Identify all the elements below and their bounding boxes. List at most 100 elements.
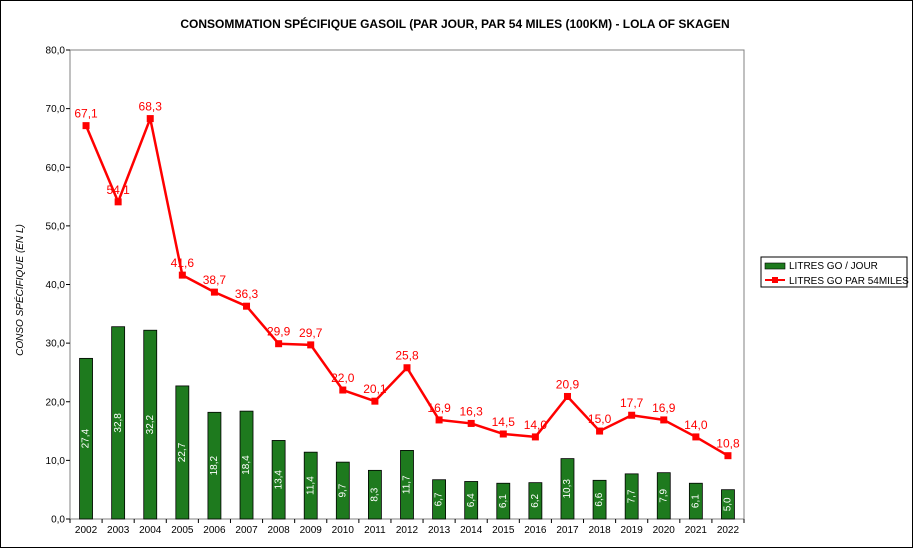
x-tick-label: 2008 <box>267 525 290 536</box>
line-label: 38,7 <box>203 273 227 287</box>
x-tick-label: 2017 <box>556 525 579 536</box>
legend-swatch-bar <box>764 262 786 270</box>
bar-label: 13,4 <box>273 470 284 490</box>
line-label: 36,3 <box>235 287 259 301</box>
bar <box>175 385 190 520</box>
bar <box>656 472 671 520</box>
line-point <box>435 416 443 424</box>
y-tick-label: 20,0 <box>46 397 66 408</box>
x-tick-label: 2004 <box>139 525 162 536</box>
line-label: 25,8 <box>395 349 419 363</box>
x-tick-label: 2011 <box>364 525 386 536</box>
line-point <box>628 411 636 419</box>
x-tick-label: 2012 <box>396 525 419 536</box>
bar <box>111 326 126 520</box>
line-point <box>467 419 475 427</box>
bar <box>207 411 222 520</box>
line-point <box>307 341 315 349</box>
x-tick-label: 2005 <box>171 525 194 536</box>
line-label: 16,9 <box>427 401 451 415</box>
line-label: 54,1 <box>106 183 130 197</box>
bar-label: 5,0 <box>723 497 734 511</box>
line-point <box>82 122 90 130</box>
line-label: 29,7 <box>299 326 323 340</box>
bar-label: 6,2 <box>530 493 541 507</box>
bar-label: 11,4 <box>305 476 316 495</box>
bar-label: 10,3 <box>562 479 573 499</box>
line-series: 67,1 54,1 68,3 41,6 38,7 36,3 29,9 29,7 22,0 20,1… <box>74 100 740 460</box>
bar-label: 32,2 <box>145 414 156 434</box>
bar <box>560 458 575 520</box>
legend-swatch-marker <box>772 277 778 283</box>
bar <box>528 482 543 520</box>
line-label: 22,0 <box>331 371 355 385</box>
bar <box>368 469 382 520</box>
line-point <box>724 452 732 460</box>
x-axis: 2002 2003 2004 2005 2006 2007 2008 2009 2010 2011… <box>69 519 745 536</box>
line-label: 10,8 <box>716 437 740 451</box>
plot-area <box>69 49 745 520</box>
bar <box>624 473 639 520</box>
line-point <box>403 364 411 372</box>
line-label: 20,1 <box>363 382 387 396</box>
bar <box>432 479 446 520</box>
x-tick-label: 2010 <box>332 525 355 536</box>
line-label: 14,0 <box>524 418 548 432</box>
bar-label: 6,7 <box>434 492 445 506</box>
bar-label: 8,3 <box>370 487 381 501</box>
line-point <box>660 416 668 424</box>
line-point <box>114 198 122 206</box>
x-tick-label: 2002 <box>75 525 98 536</box>
bar-label: 18,4 <box>241 455 252 475</box>
x-tick-label: 2016 <box>524 525 547 536</box>
bar <box>496 482 511 520</box>
line-point <box>178 271 186 279</box>
y-axis: 0,0 10,0 20,0 30,0 40,0 50,0 60,0 70,0 80,0 <box>46 46 70 526</box>
line-point <box>146 115 154 123</box>
bar-label: 7,7 <box>626 489 637 503</box>
line-point <box>339 386 347 394</box>
y-tick-label: 70,0 <box>46 104 66 115</box>
y-tick-label: 60,0 <box>46 163 66 174</box>
bar-label: 6,1 <box>498 494 509 508</box>
y-tick-label: 80,0 <box>46 46 66 57</box>
x-tick-label: 2003 <box>107 525 130 536</box>
line-point <box>243 302 251 310</box>
line-point <box>692 433 700 441</box>
line-label: 67,1 <box>74 107 98 121</box>
bar-label: 32,8 <box>113 413 124 433</box>
bar <box>721 489 735 520</box>
line-label: 41,6 <box>171 256 195 270</box>
x-tick-label: 2006 <box>203 525 226 536</box>
bar-series: 27,4 32,8 32,2 22,7 18,2 18,4 13,4 11,4 9,7 8,3 11… <box>79 326 735 520</box>
bar <box>592 479 607 520</box>
x-tick-label: 2009 <box>300 525 323 536</box>
x-tick-label: 2007 <box>235 525 258 536</box>
line-label: 16,3 <box>460 404 484 418</box>
x-tick-label: 2020 <box>653 525 676 536</box>
x-tick-label: 2021 <box>685 525 708 536</box>
x-tick-label: 2019 <box>621 525 644 536</box>
x-tick-label: 2014 <box>460 525 483 536</box>
bar <box>303 451 318 520</box>
line-point <box>499 430 507 438</box>
x-tick-label: 2015 <box>492 525 515 536</box>
bar <box>464 481 479 520</box>
x-tick-label: 2022 <box>717 525 740 536</box>
bar <box>400 450 414 520</box>
bar-label: 6,4 <box>466 493 477 507</box>
legend-label-bar: LITRES GO / JOUR <box>789 261 878 272</box>
line-point <box>596 427 604 435</box>
line-point <box>210 288 218 296</box>
legend-box <box>760 256 908 288</box>
y-tick-label: 30,0 <box>46 339 66 350</box>
line-label: 14,5 <box>492 415 516 429</box>
bar-label: 7,9 <box>658 488 669 502</box>
bar <box>79 357 93 520</box>
bar <box>271 440 286 520</box>
y-tick-label: 40,0 <box>46 280 66 291</box>
line-label: 16,9 <box>652 401 676 415</box>
line-point <box>531 433 539 441</box>
bar-label: 6,6 <box>594 492 605 506</box>
